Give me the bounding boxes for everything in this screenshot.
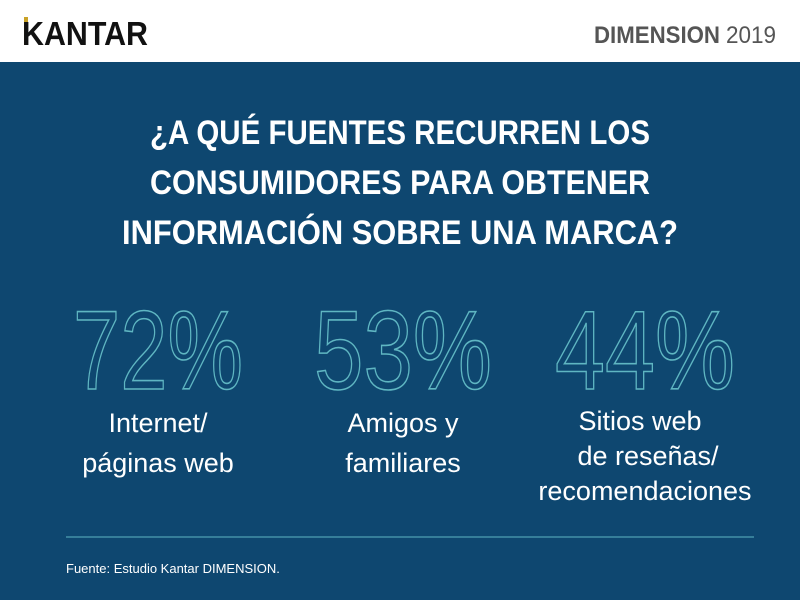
stat-label: Sitios web	[578, 406, 701, 436]
stat-label: recomendaciones	[538, 476, 751, 506]
header-bar	[0, 0, 800, 62]
title-line: INFORMACIÓN SOBRE UNA MARCA?	[122, 214, 678, 252]
stat-value: 53%	[314, 288, 492, 413]
main-panel	[0, 62, 800, 600]
logo: KANTAR	[22, 15, 148, 52]
stat-value: 72%	[73, 288, 243, 413]
stat-label: Internet/	[108, 408, 208, 438]
year: 2019	[726, 22, 776, 49]
footer: Fuente: Estudio Kantar DIMENSION.	[66, 561, 280, 576]
title-line: CONSUMIDORES PARA OBTENER	[150, 164, 650, 202]
stat-value: 44%	[555, 288, 735, 413]
stat-label: de reseñas/	[577, 441, 719, 471]
stat-label: familiares	[345, 448, 461, 478]
title-line: ¿A QUÉ FUENTES RECURREN LOS	[150, 114, 650, 152]
stat-label: Amigos y	[347, 408, 459, 438]
logo-accent	[24, 17, 28, 45]
stat-label: páginas web	[82, 448, 234, 478]
brand: DIMENSION	[594, 22, 720, 49]
